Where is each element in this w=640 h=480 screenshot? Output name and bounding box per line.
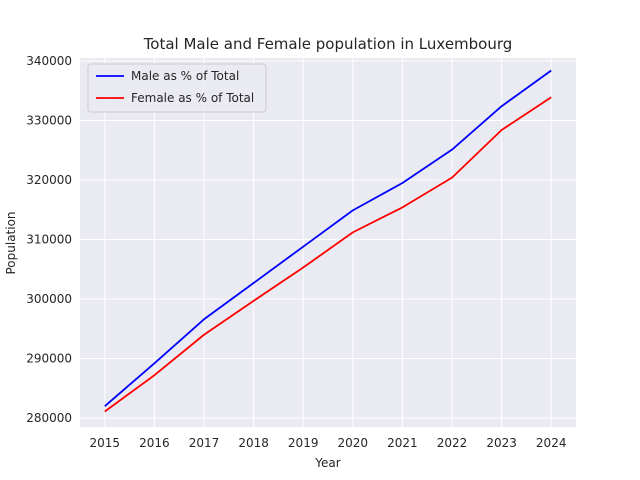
legend-label-female: Female as % of Total (131, 91, 254, 105)
x-tick-label: 2019 (288, 436, 319, 450)
x-tick-label: 2022 (437, 436, 468, 450)
x-tick-label: 2024 (536, 436, 567, 450)
y-axis-ticks: 280000 290000 300000 310000 320000 330000 3400… (26, 54, 72, 425)
y-tick-label: 330000 (26, 113, 72, 127)
x-axis-label: Year (314, 456, 340, 470)
y-tick-label: 310000 (26, 233, 72, 247)
y-tick-label: 280000 (26, 411, 72, 425)
y-tick-label: 340000 (26, 54, 72, 68)
grid-lines (80, 58, 576, 427)
plot-area (80, 58, 576, 427)
y-tick-label: 320000 (26, 173, 72, 187)
legend-box (87, 63, 267, 113)
y-tick-label: 300000 (26, 292, 72, 306)
y-axis-label: Population (4, 211, 18, 274)
x-tick-label: 2020 (338, 436, 369, 450)
x-tick-label: 2017 (189, 436, 220, 450)
x-tick-label: 2018 (238, 436, 269, 450)
x-tick-label: 2021 (387, 436, 418, 450)
series-lines (104, 69, 552, 413)
chart-title: Total Male and Female population in Luxe… (143, 35, 513, 53)
y-tick-label: 290000 (26, 352, 72, 366)
x-tick-label: 2023 (486, 436, 517, 450)
series-line-female (104, 96, 552, 413)
legend: Male as % of Total Female as % of Total (87, 63, 267, 113)
x-tick-label: 2016 (139, 436, 170, 450)
x-tick-label: 2015 (90, 436, 121, 450)
x-axis-ticks: 2015 2016 2017 2018 2019 2020 2021 2022 2023 2024 (90, 436, 567, 450)
series-line-male (104, 69, 552, 407)
legend-label-male: Male as % of Total (131, 69, 239, 83)
